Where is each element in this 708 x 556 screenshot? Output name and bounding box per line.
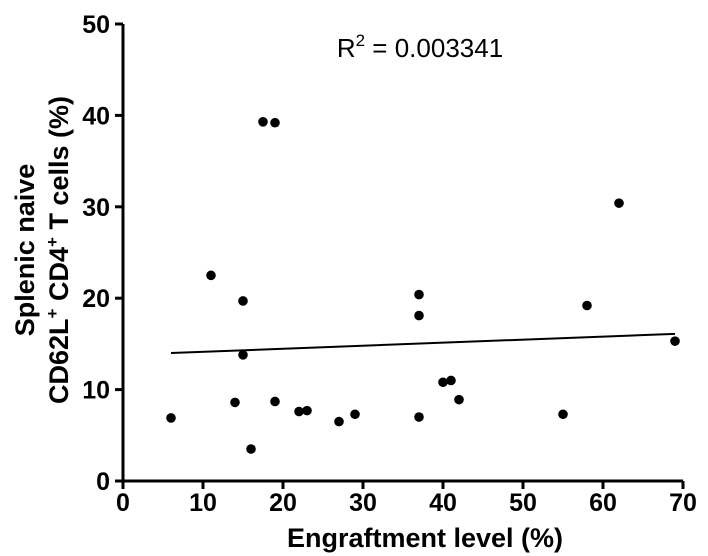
r-squared-annotation: R2 = 0.003341 <box>337 31 503 63</box>
data-point <box>614 198 624 208</box>
y-axis-title-line1: Splenic naive <box>10 164 40 337</box>
data-point <box>414 412 424 422</box>
r-squared-base: R <box>337 33 356 63</box>
y-axis-title-line2: CD62L+ CD4+ T cells (%) <box>43 96 74 404</box>
data-point <box>238 296 248 306</box>
y-axis-title: Splenic naive CD62L+ CD4+ T cells (%) <box>10 96 74 404</box>
y-title-cd62l: CD62L <box>44 318 74 404</box>
data-point <box>230 397 240 408</box>
y-tick-label: 50 <box>82 11 110 39</box>
x-tick-label: 0 <box>116 489 130 517</box>
data-point <box>166 413 176 423</box>
y-tick-label: 30 <box>82 194 110 222</box>
y-tick-label: 40 <box>82 102 110 130</box>
data-point <box>582 300 592 311</box>
y-title-cd4: CD4 <box>44 247 74 309</box>
x-tick-label: 70 <box>669 489 697 517</box>
data-point <box>670 336 680 346</box>
data-point <box>454 394 464 405</box>
data-point <box>334 416 344 427</box>
data-point <box>238 350 248 360</box>
data-point <box>350 409 360 420</box>
data-point <box>302 405 312 416</box>
x-tick-label: 10 <box>189 489 217 517</box>
data-point <box>294 406 304 417</box>
data-point <box>414 289 424 300</box>
x-tick-label: 40 <box>429 489 457 517</box>
y-title-sup2: + <box>43 237 62 247</box>
y-tick-label: 20 <box>82 285 110 313</box>
x-axis-title: Engraftment level (%) <box>287 523 563 553</box>
x-tick-label: 50 <box>509 489 537 517</box>
data-point <box>246 444 256 454</box>
data-point <box>206 270 216 281</box>
y-title-sup1: + <box>43 308 62 318</box>
r-squared-superscript: 2 <box>356 31 365 50</box>
r-squared-value: = 0.003341 <box>365 33 503 63</box>
x-tick-label: 60 <box>589 489 617 517</box>
data-point <box>558 409 568 420</box>
axes: 0 10 20 30 40 50 60 70 0 10 20 30 40 50 <box>82 11 697 517</box>
y-tick-label: 10 <box>82 377 110 405</box>
y-tick-label: 0 <box>96 468 110 496</box>
data-point <box>258 116 268 127</box>
data-point <box>446 375 456 386</box>
data-point <box>438 377 448 388</box>
y-title-rest: T cells (%) <box>44 96 74 237</box>
data-point <box>270 117 280 128</box>
data-point <box>270 396 280 407</box>
data-point <box>414 310 424 321</box>
x-tick-label: 30 <box>349 489 377 517</box>
plot-area <box>166 116 680 454</box>
regression-line <box>170 332 676 355</box>
x-tick-label: 20 <box>269 489 297 517</box>
